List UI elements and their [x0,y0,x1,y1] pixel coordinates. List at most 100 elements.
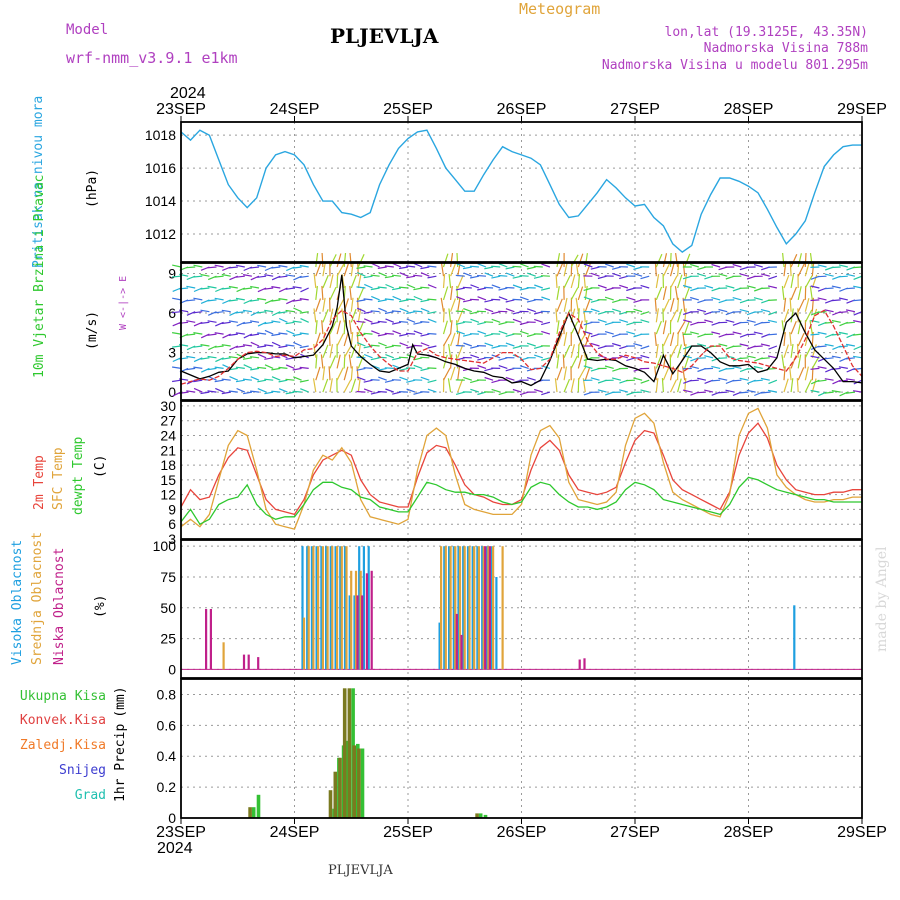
wind-arrow [853,275,863,280]
wind-arrow [704,285,714,289]
wind-arrow [768,275,778,280]
wind-arrow [356,390,366,393]
wind-arrow [300,287,309,293]
low-cloud-bar [242,654,246,670]
wind-arrow [242,391,253,395]
high-cloud-bar [448,546,451,670]
wind-arrow [285,378,295,381]
wind-arrow [845,287,855,290]
wind-arrow [577,320,583,335]
wind-arrow [541,330,551,335]
pressure-line [180,129,862,253]
wind-arrow [214,275,224,278]
wind-arrow [470,284,480,289]
wind-arrow [427,275,437,279]
wind-arrow [597,284,607,289]
wind-arrow [221,309,231,313]
wind-arrow [455,321,465,325]
cloud-axis-title-mid: Srednja Oblacnost [30,532,45,665]
wind-arrow [356,266,366,269]
wind-arrow [783,297,787,312]
wind-arrow [420,266,430,270]
wind-arrow [200,357,210,360]
wind-arrow [357,274,362,289]
precip-legend-snow: Snijeg [59,763,106,778]
high-cloud-bar [476,546,479,670]
wind-arrow [640,354,650,359]
wind-arrow [577,274,581,289]
high-cloud-bar [348,595,351,670]
wind-arrow [456,263,466,268]
wind-arrow [852,333,863,336]
wind-arrow [378,272,387,277]
wind-arrow [385,388,395,393]
mid-cloud-bar [501,546,504,670]
wind-arrow [767,333,777,336]
wind-arrow [669,345,678,359]
wind-arrow [462,321,472,323]
wind-arrow [519,275,529,277]
wind-arrow [363,388,373,393]
wind-arrow [811,344,817,358]
wind-arrow [448,274,452,289]
wind-arrow [420,333,430,337]
wind-arrow [590,266,600,270]
wind-arrow [739,357,749,360]
wind-arrow [563,332,568,347]
wind-arrow [207,333,217,336]
wind-arrow [457,274,464,289]
y-tick-label: 75 [160,569,176,585]
wind-arrow [286,329,295,335]
wind-arrow [229,376,239,381]
mid-cloud-bar [359,570,362,670]
wind-arrow [299,298,309,301]
high-cloud-bar [490,546,493,670]
wind-arrow [450,298,456,312]
wind-arrow [470,311,480,315]
wind-arrow [250,320,260,323]
precip-axis-title: 1hr Precip (mm) [113,686,128,802]
wind-arrow [370,310,380,313]
wind-arrow [315,285,318,300]
wind-arrow [526,299,536,303]
low-cloud-bar [370,570,373,670]
wind-arrow [804,332,810,347]
wind-arrow [356,297,359,312]
wind-arrow [285,364,295,369]
wind-arrow [732,379,742,382]
wind-arrow [349,285,352,300]
wind-arrow [655,355,662,369]
wind-arrow [704,319,714,323]
wind-arrow [491,298,501,301]
mid-cloud-bar [354,570,358,670]
wind-arrow [371,295,380,301]
wind-arrow [399,342,409,347]
wind-arrow [356,320,366,323]
wind-arrow [469,298,479,301]
wind-arrow [781,285,785,300]
wind-arrow [746,355,756,359]
wind-arrow [677,308,683,323]
wind-arrow [278,275,288,278]
wind-arrow [570,274,576,289]
wind-arrow [804,298,810,312]
wind-arrow [732,263,742,268]
wind-arrow [626,296,636,301]
wind-arrow [442,253,449,268]
wind-arrow [264,378,274,381]
wind-arrow [725,355,735,359]
wind-arrow [221,344,231,347]
wind-arrow [570,378,575,393]
wind-arrow [385,283,395,289]
wind-arrow [456,330,465,335]
bottom-day-label: 26SEP [497,824,547,841]
wind-arrow [357,286,365,301]
high-cloud-bar [362,546,365,670]
wind-arrow [186,333,196,336]
precip-legend-graupel: Grad [75,788,106,803]
y-tick-label: 0.8 [157,686,177,702]
wind-arrow [391,321,402,325]
wind-arrow [427,284,437,289]
model-label: Model [66,22,108,38]
year-bottom: 2024 [157,840,193,857]
